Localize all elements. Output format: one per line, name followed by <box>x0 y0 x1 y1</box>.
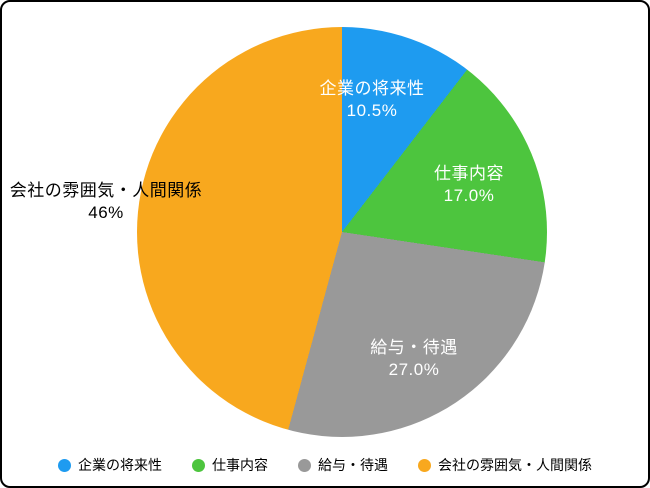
slice-label-company-atmosphere: 会社の雰囲気・人間関係 46% <box>10 180 203 224</box>
legend-item: 企業の将来性 <box>58 455 162 475</box>
legend-color-dot <box>58 458 71 472</box>
legend: 企業の将来性 仕事内容 給与・待遇 会社の雰囲気・人間関係 <box>2 452 648 478</box>
slice-percent: 10.5% <box>346 101 398 120</box>
legend-label: 企業の将来性 <box>78 457 162 473</box>
legend-item: 仕事内容 <box>192 455 268 475</box>
slice-percent: 46% <box>88 203 124 222</box>
slice-percent: 17.0% <box>443 186 495 205</box>
legend-label: 会社の雰囲気・人間関係 <box>438 457 592 473</box>
slice-label-company-future: 企業の将来性 10.5% <box>320 78 425 122</box>
legend-label: 仕事内容 <box>212 457 268 473</box>
slice-percent: 27.0% <box>388 360 440 379</box>
legend-color-dot <box>418 458 431 472</box>
legend-item: 会社の雰囲気・人間関係 <box>418 455 592 475</box>
slice-name: 給与・待遇 <box>370 338 458 357</box>
legend-label: 給与・待遇 <box>318 457 388 473</box>
slice-name: 会社の雰囲気・人間関係 <box>9 181 203 200</box>
slice-name: 企業の将来性 <box>319 79 425 98</box>
slice-name: 仕事内容 <box>434 164 504 183</box>
legend-item: 給与・待遇 <box>298 455 388 475</box>
legend-color-dot <box>192 458 205 472</box>
slice-label-job-content: 仕事内容 17.0% <box>434 163 504 207</box>
slice-label-salary-benefits: 給与・待遇 27.0% <box>370 337 458 381</box>
legend-color-dot <box>298 458 311 472</box>
pie-chart <box>137 27 547 437</box>
